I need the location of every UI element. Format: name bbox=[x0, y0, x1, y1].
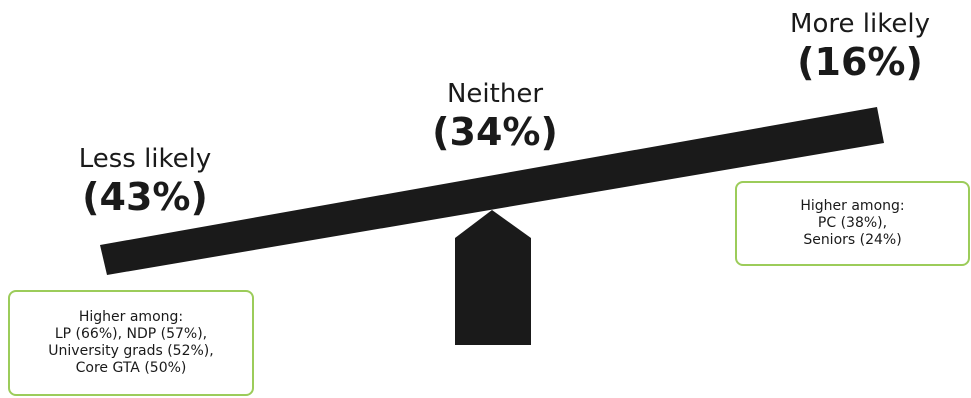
note-line: PC (38%), bbox=[817, 215, 888, 231]
more-likely-text: More likely bbox=[790, 9, 930, 39]
note-line: Core GTA (50%) bbox=[75, 360, 187, 376]
neither-percent: (34%) bbox=[432, 110, 558, 154]
less-likely-text: Less likely bbox=[78, 144, 212, 174]
more-likely-note: Higher among: PC (38%), Seniors (24%) bbox=[735, 181, 970, 266]
more-likely-label: More likely (16%) bbox=[755, 8, 965, 84]
neither-label: Neither (34%) bbox=[395, 78, 595, 154]
note-line: Higher among: bbox=[78, 309, 184, 325]
note-line: LP (66%), NDP (57%), bbox=[54, 326, 208, 342]
neither-text: Neither bbox=[446, 79, 544, 109]
note-line: University grads (52%), bbox=[48, 343, 214, 359]
seesaw-beam bbox=[100, 107, 884, 275]
note-line: Higher among: bbox=[800, 198, 905, 214]
seesaw-fulcrum bbox=[455, 210, 531, 345]
less-likely-note: Higher among: LP (66%), NDP (57%), Unive… bbox=[8, 290, 254, 396]
note-line: Seniors (24%) bbox=[803, 232, 902, 248]
less-likely-label: Less likely (43%) bbox=[40, 143, 250, 219]
more-likely-percent: (16%) bbox=[797, 40, 923, 84]
less-likely-percent: (43%) bbox=[82, 175, 208, 219]
